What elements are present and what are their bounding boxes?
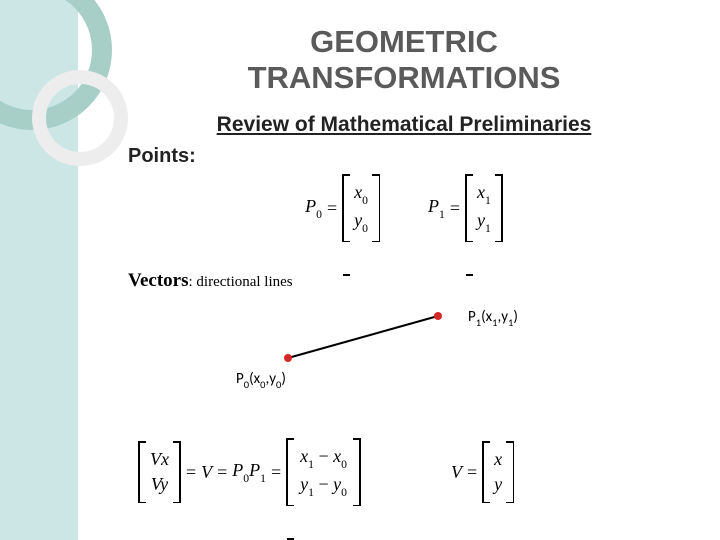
slide-title: GEOMETRIC TRANSFORMATIONS [128,24,680,95]
vectors-heading: Vectors: directional lines [128,270,680,292]
points-heading: Points: [128,145,680,168]
vector-definition-eq: Vx Vy = V = P0P1 = x1 − x0 y1 − y0 [138,438,361,506]
vector-equations: Vx Vy = V = P0P1 = x1 − x0 y1 − y0 V = [128,438,680,506]
vectors-desc: : directional lines [189,274,293,290]
vectors-label: Vectors [128,270,189,291]
vector-line-svg [278,308,478,378]
points-equations: P0 = x0 y0 P1 = x1 y1 [128,174,680,242]
p0-equation: P0 = x0 y0 [305,174,380,242]
slide-subtitle: Review of Mathematical Preliminaries [128,113,680,137]
p1-label: P1(x1,y1) [468,308,518,328]
p1-equation: P1 = x1 y1 [428,174,503,242]
vector-diagram: P0(x0,y0) P1(x1,y1) [128,300,680,400]
title-line1: GEOMETRIC [310,24,498,59]
slide-content: GEOMETRIC TRANSFORMATIONS Review of Math… [78,0,720,540]
vector-short-eq: V = x y [451,441,514,503]
title-line2: TRANSFORMATIONS [248,60,561,95]
p0-label: P0(x0,y0) [236,370,286,390]
